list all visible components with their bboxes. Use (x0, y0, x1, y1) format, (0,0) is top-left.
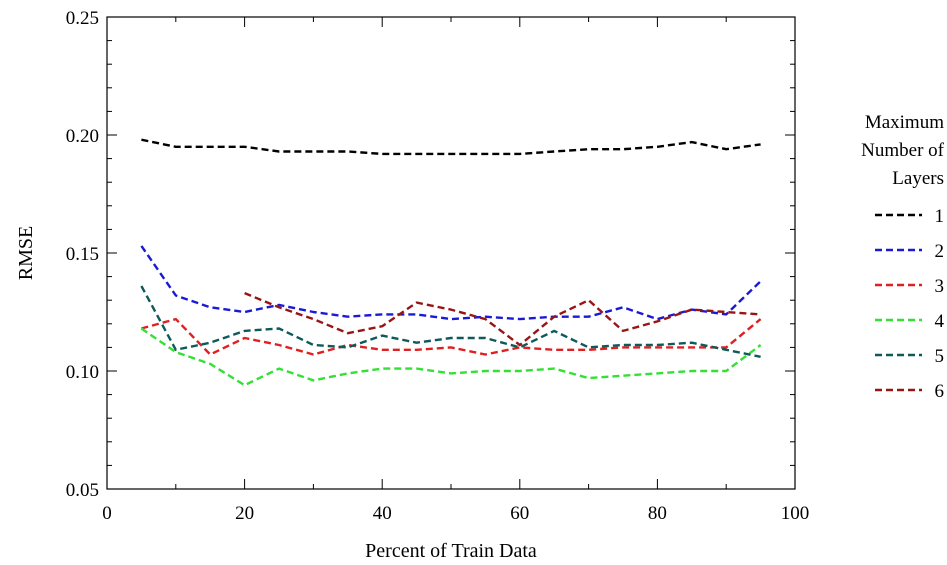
axis-ticks (106, 16, 796, 490)
series-line-1 (141, 138, 761, 156)
tick-labels: 0 20 40 60 80 100 0.05 0.10 0.15 0.20 0.25 (66, 8, 810, 524)
legend-label-6: 6 (935, 381, 945, 402)
legend-label-3: 3 (935, 276, 945, 297)
legend-label-5: 5 (935, 346, 945, 367)
legend-title-line-3: Layers (892, 168, 944, 189)
legend-label-4: 4 (935, 311, 945, 332)
plot-area-frame (106, 16, 796, 490)
legend-title-line-1: Maximum (865, 112, 944, 133)
y-tick-label: 0.20 (66, 126, 99, 147)
x-tick-label: 0 (102, 503, 112, 524)
y-tick-label: 0.05 (66, 480, 99, 501)
x-tick-label: 100 (781, 503, 810, 524)
series-lines (140, 138, 762, 387)
series-line-6 (244, 291, 761, 347)
y-tick-label: 0.25 (66, 8, 99, 29)
x-tick-label: 20 (235, 503, 254, 524)
x-tick-label: 40 (373, 503, 392, 524)
x-axis-label: Percent of Train Data (365, 540, 537, 562)
y-tick-label: 0.15 (66, 244, 99, 265)
legend-entries: 1 2 3 4 5 6 (875, 206, 945, 402)
series-line-4 (140, 327, 762, 387)
y-axis-label: RMSE (15, 226, 37, 280)
y-tick-label: 0.10 (66, 362, 99, 383)
series-line-3 (141, 317, 762, 356)
series-line-5 (140, 285, 761, 358)
legend-title-line-2: Number of (861, 140, 945, 161)
series-line-2 (140, 245, 762, 321)
legend: Maximum Number of Layers 1 2 3 4 5 6 (861, 112, 945, 402)
legend-label-1: 1 (935, 206, 945, 227)
x-tick-label: 80 (648, 503, 667, 524)
x-tick-label: 60 (510, 503, 529, 524)
legend-label-2: 2 (935, 241, 945, 262)
